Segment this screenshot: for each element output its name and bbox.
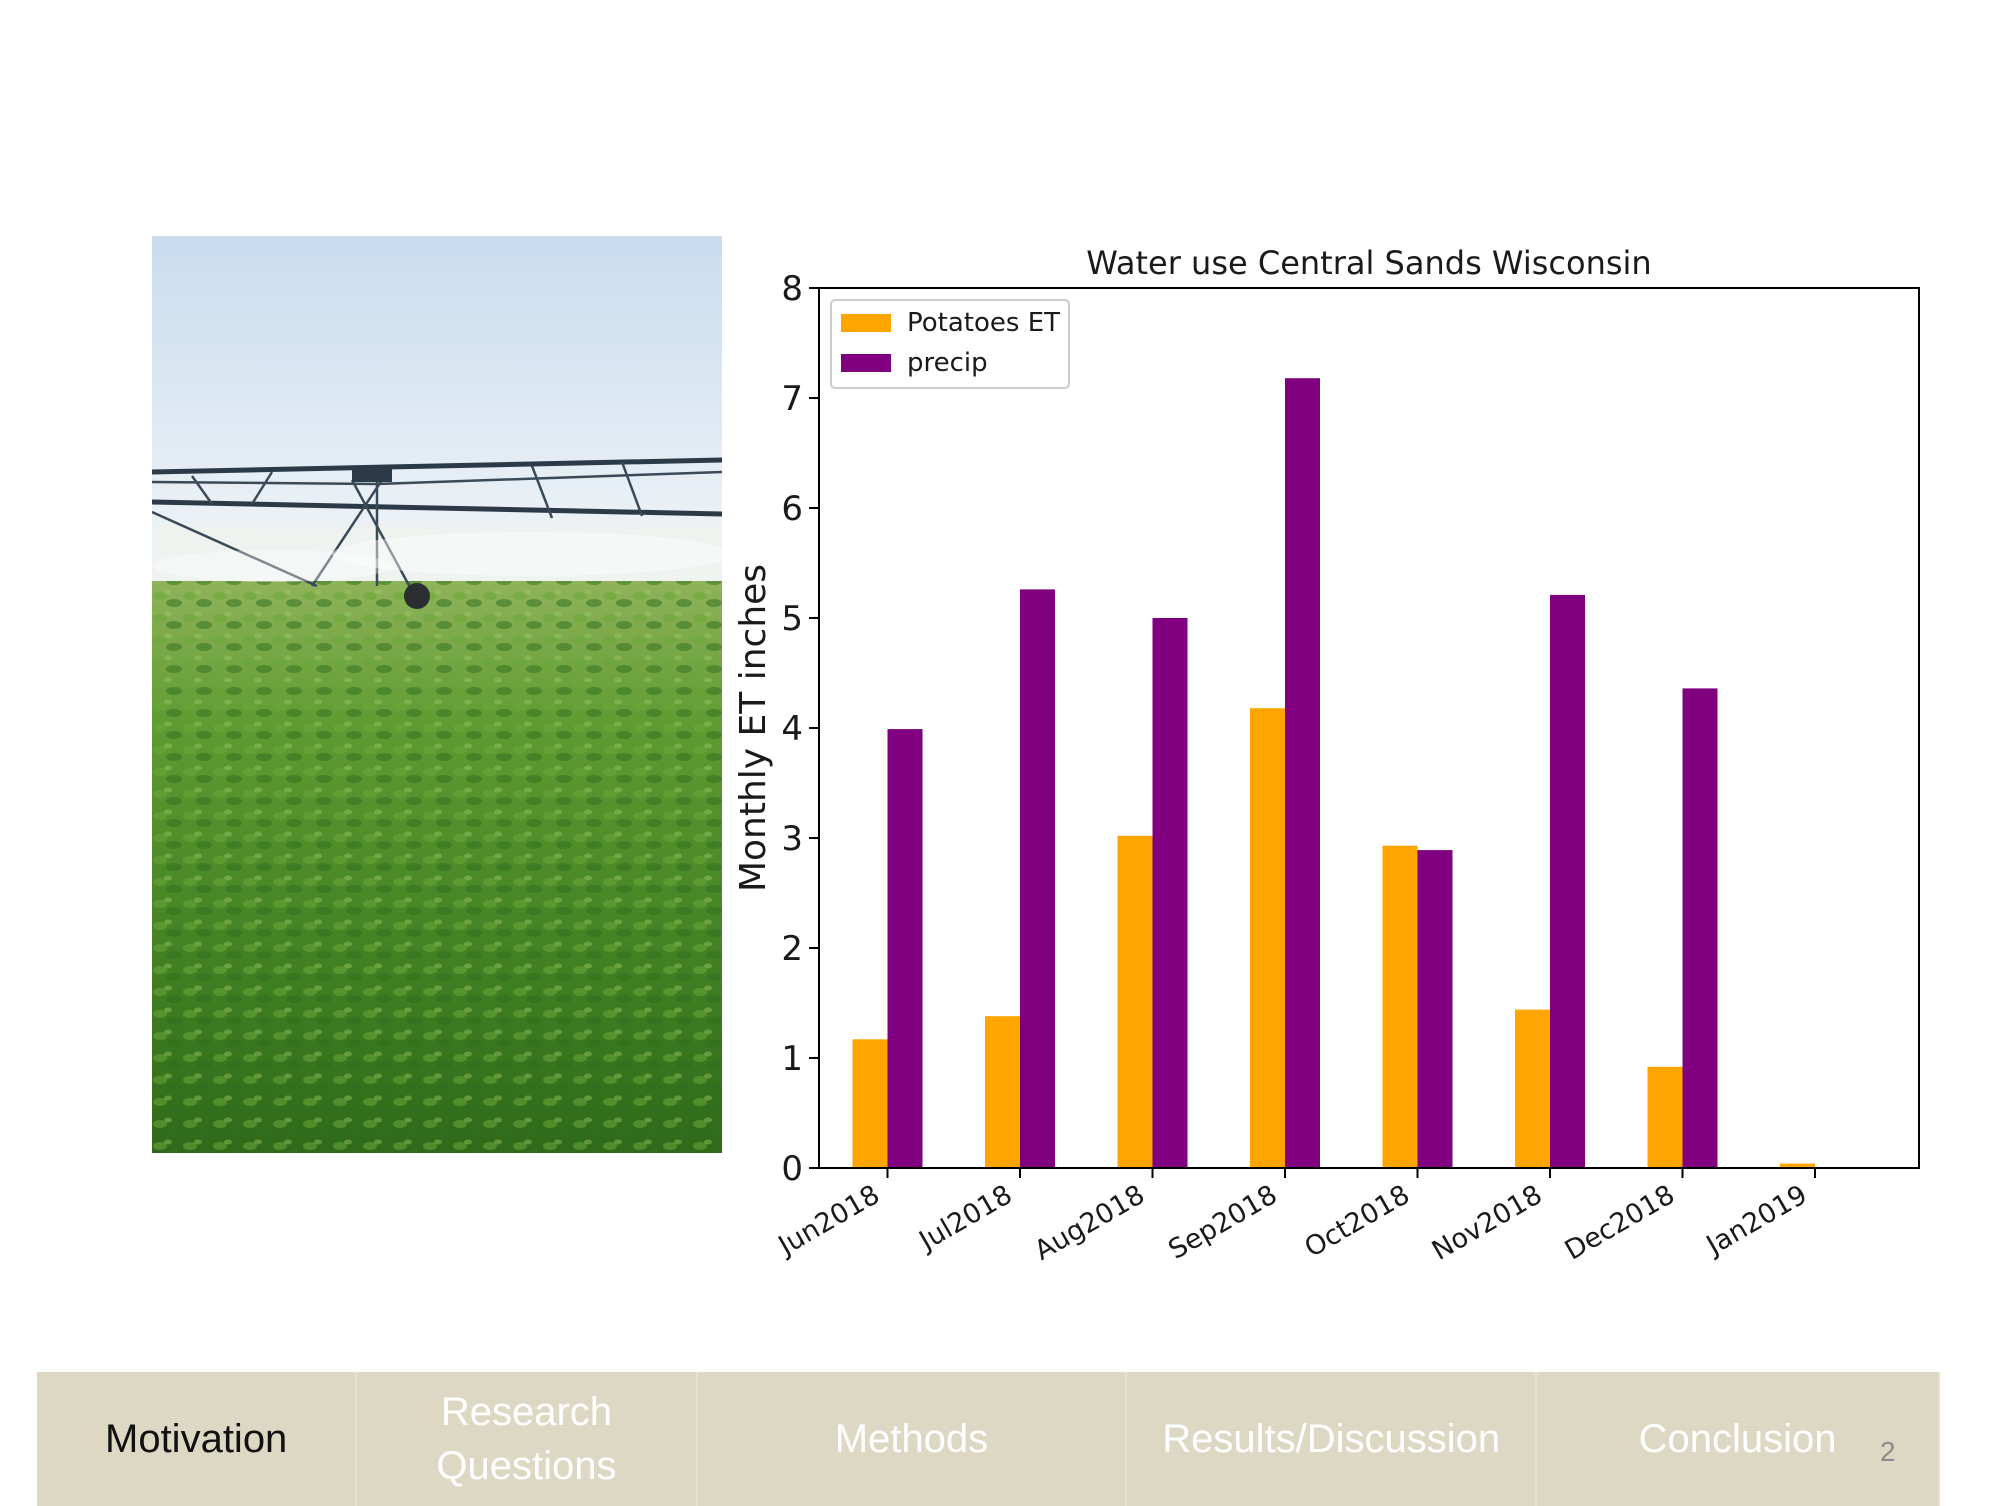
x-tick-label: Aug2018 <box>1029 1179 1150 1267</box>
y-tick-label: 5 <box>781 599 803 639</box>
bar-potatoes-et-dec2018 <box>1647 1066 1683 1168</box>
x-tick-label: Sep2018 <box>1163 1179 1282 1266</box>
y-tick-label: 8 <box>781 269 803 309</box>
y-tick-label: 3 <box>781 819 803 859</box>
legend-swatch <box>841 314 891 332</box>
nav-item-methods[interactable]: Methods <box>698 1372 1128 1506</box>
y-tick-label: 6 <box>781 489 803 529</box>
bar-precip-dec2018 <box>1682 688 1718 1168</box>
x-tick-label: Dec2018 <box>1560 1179 1680 1266</box>
bar-precip-aug2018 <box>1152 618 1188 1168</box>
bar-potatoes-et-jan2019 <box>1780 1163 1815 1168</box>
y-tick-label: 2 <box>781 929 803 969</box>
x-tick-label: Jan2019 <box>1700 1179 1813 1262</box>
nav-item-motivation[interactable]: Motivation <box>37 1372 358 1506</box>
legend-label: Potatoes ET <box>907 308 1060 338</box>
nav-item-label: Motivation <box>105 1417 288 1461</box>
nav-item-label: Methods <box>834 1417 989 1461</box>
bar-potatoes-et-aug2018 <box>1117 835 1153 1168</box>
bar-potatoes-et-sep2018 <box>1250 708 1285 1168</box>
x-tick-label: Jun2018 <box>772 1179 885 1262</box>
water-use-chart: Water use Central Sands Wisconsin Monthly… <box>733 244 1920 1267</box>
bar-precip-sep2018 <box>1285 378 1320 1168</box>
bar-precip-jun2018 <box>887 729 923 1168</box>
bar-potatoes-et-nov2018 <box>1515 1009 1550 1168</box>
legend-swatch <box>841 354 891 372</box>
y-tick-label: 0 <box>781 1149 803 1189</box>
y-axis-label: Monthly ET inches <box>733 564 774 892</box>
irrigation-field-photo <box>152 236 722 1153</box>
page-number: 2 <box>1880 1436 1896 1467</box>
plot-frame <box>818 287 1920 1169</box>
y-tick-label: 4 <box>781 709 803 749</box>
bar-potatoes-et-jul2018 <box>985 1016 1020 1168</box>
x-tick-label: Jul2018 <box>913 1179 1018 1257</box>
x-tick-label: Oct2018 <box>1300 1179 1415 1264</box>
nav-item-conclusion[interactable]: Conclusion <box>1537 1372 1940 1506</box>
chart-title: Water use Central Sands Wisconsin <box>1086 244 1651 282</box>
nav-item-label: Research Questions <box>436 1390 617 1488</box>
y-tick-label: 1 <box>781 1039 803 1079</box>
nav-item-label: Results/Discussion <box>1162 1417 1501 1461</box>
section-nav-bar: Motivation Research Questions Methods Resul… <box>37 1372 1940 1506</box>
y-tick-label: 7 <box>781 379 803 419</box>
bar-precip-oct2018 <box>1417 850 1453 1168</box>
bar-potatoes-et-oct2018 <box>1382 845 1418 1168</box>
bar-precip-jul2018 <box>1020 589 1055 1168</box>
bar-potatoes-et-jun2018 <box>852 1039 888 1168</box>
x-tick-label: Nov2018 <box>1427 1179 1548 1267</box>
nav-item-label: Conclusion <box>1638 1417 1837 1461</box>
legend-label: precip <box>907 348 988 378</box>
nav-item-research-questions[interactable]: Research Questions <box>357 1372 698 1506</box>
nav-item-results-discussion[interactable]: Results/Discussion <box>1127 1372 1538 1506</box>
bar-precip-nov2018 <box>1550 594 1585 1168</box>
